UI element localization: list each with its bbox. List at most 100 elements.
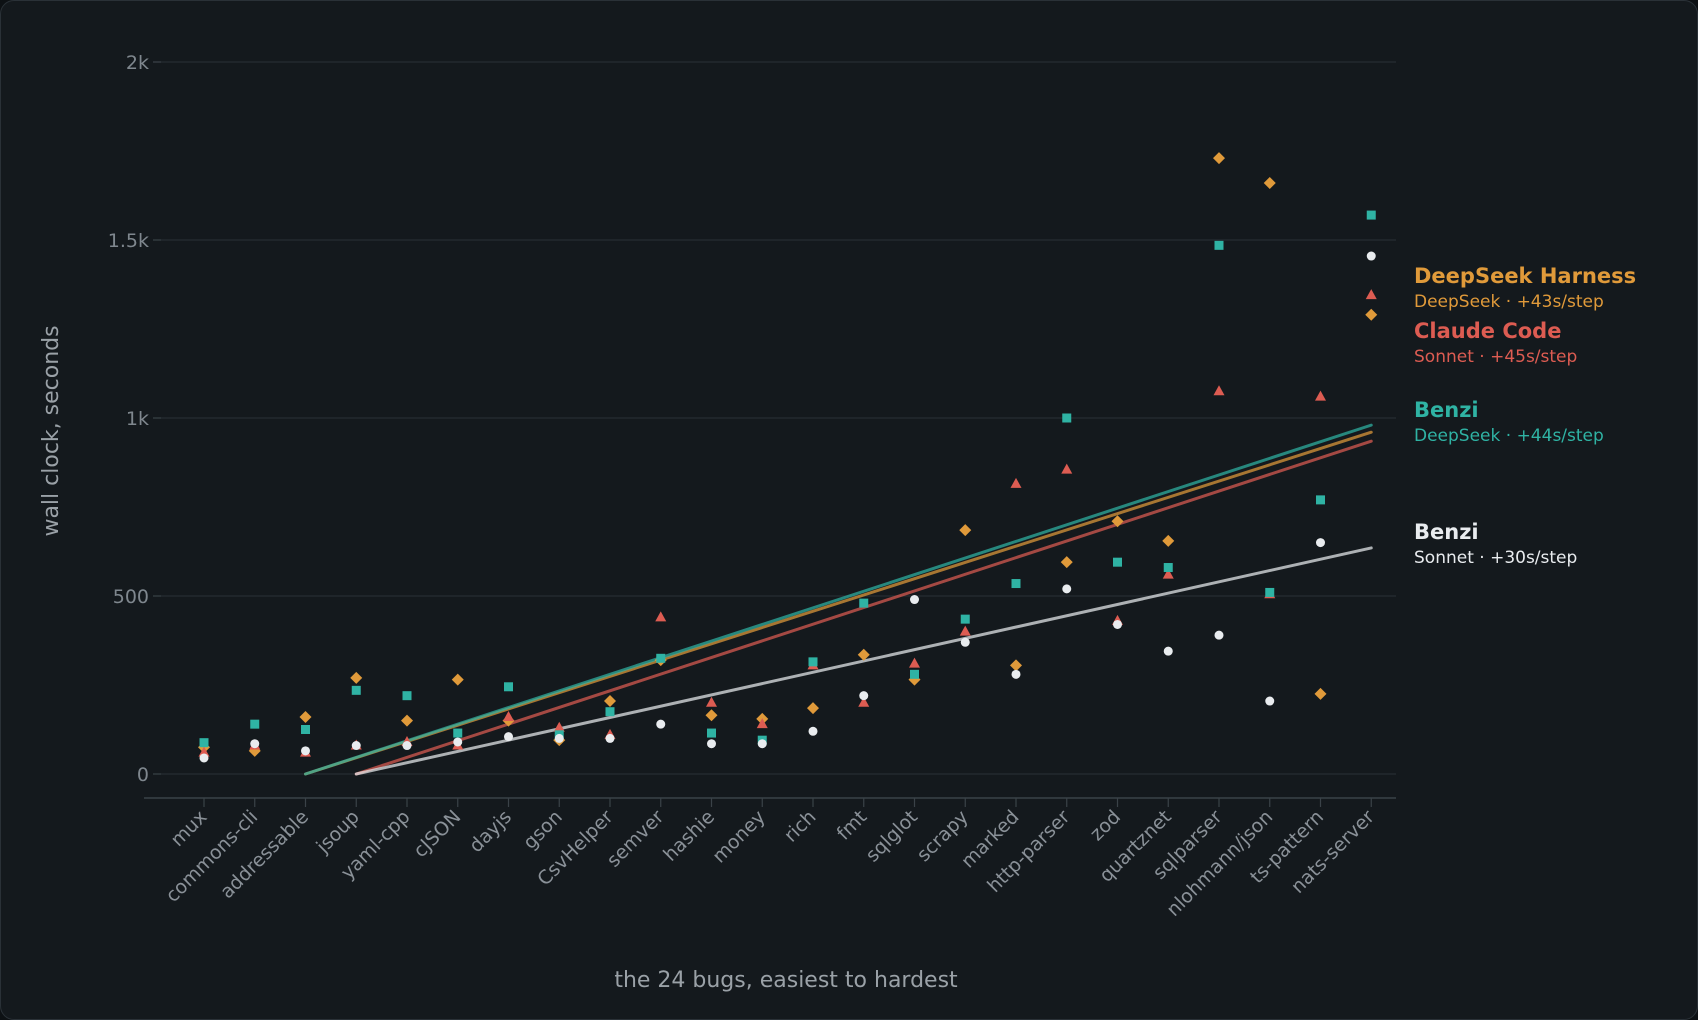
x-tick-label: cJSON [409,806,465,862]
data-point [959,625,971,636]
data-point [1315,390,1326,401]
data-point [402,741,412,751]
data-point [707,739,716,749]
x-tick-label: hashie [659,806,719,866]
x-tick-label: zod [1086,806,1125,845]
series-label-subtitle: Sonnet · +45s/step [1414,347,1577,367]
data-point [553,721,565,732]
data-point [605,733,615,743]
data-points [198,152,1378,763]
x-tick-label: sqlglot [861,806,922,867]
y-tick-label: 1.5k [108,230,149,252]
data-point [960,637,970,647]
data-point [1010,477,1022,488]
data-point [960,614,970,624]
data-point [605,707,615,717]
data-point [1214,240,1224,250]
data-point [1365,308,1378,321]
data-point [707,728,716,738]
data-point [1113,619,1122,629]
x-tick-label: mux [166,806,211,851]
data-point [453,728,463,738]
data-point [1011,669,1021,679]
data-point [655,611,667,622]
data-point [1214,630,1224,640]
data-point [299,711,312,724]
data-point [1163,563,1173,573]
data-point [250,739,260,749]
series-label-name: Benzi [1414,520,1479,544]
x-tick-label: money [708,806,770,868]
y-tick-label: 0 [137,764,149,786]
data-point [402,691,412,701]
data-point [1162,568,1174,579]
data-point [250,719,260,729]
data-point [808,657,818,667]
data-point [1011,579,1021,589]
data-point [1062,584,1072,594]
data-point [351,741,361,751]
data-point [504,732,513,742]
data-point [401,714,413,727]
data-point [1213,152,1225,165]
data-point [199,738,209,748]
data-point [1265,696,1275,706]
data-point [199,753,209,763]
data-point [808,726,818,736]
data-point [1263,177,1276,190]
data-point [350,671,363,684]
data-point [1316,495,1325,505]
x-tick-label: dayjs [465,806,516,857]
data-point [1010,659,1022,672]
data-point [807,702,819,715]
data-point [857,648,870,661]
x-axis-title: the 24 bugs, easiest to hardest [614,968,958,993]
series-label-subtitle: DeepSeek · +44s/step [1414,426,1604,446]
data-point [757,739,767,749]
data-point [705,709,718,722]
data-point [1365,289,1377,300]
trend-line [304,423,1373,776]
x-tick-label: addressable [216,806,313,903]
data-point [858,696,870,707]
grid-lines [161,61,1396,775]
data-point [1265,587,1275,597]
y-axis-title: wall clock, seconds [39,325,64,536]
series-label-name: Claude Code [1414,319,1561,343]
y-tick-label: 500 [113,586,149,608]
series-labels: DeepSeek Harness DeepSeek · +43s/step Clau… [1414,264,1636,568]
data-point [453,737,463,747]
x-tick-label: semver [603,806,669,872]
data-point [1314,687,1327,700]
data-point [1113,557,1122,567]
data-point [198,746,210,757]
x-tick-label: rich [780,806,821,847]
data-point [910,669,919,679]
trend-line [354,546,1373,776]
y-tick-label: 2k [126,52,149,74]
data-point [1061,463,1073,474]
series-label-name: DeepSeek Harness [1414,264,1636,288]
data-point [503,711,514,722]
series-label-name: Benzi [1414,398,1479,422]
series-label-subtitle: DeepSeek · +43s/step [1414,292,1604,312]
data-point [1111,515,1124,528]
data-point [859,691,869,701]
data-point [504,682,513,692]
data-point [656,719,666,729]
data-point [859,598,869,608]
series-label-subtitle: Sonnet · +30s/step [1414,548,1577,568]
data-point [910,595,919,605]
data-point [706,696,717,707]
data-point [1060,556,1073,569]
data-point [1162,534,1175,547]
data-point [451,673,464,686]
data-point [301,746,310,756]
data-point [1062,413,1072,423]
y-tick-label: 1k [126,408,149,430]
data-point [656,653,666,663]
x-tick-label: fmt [833,806,872,845]
data-point [959,524,972,537]
